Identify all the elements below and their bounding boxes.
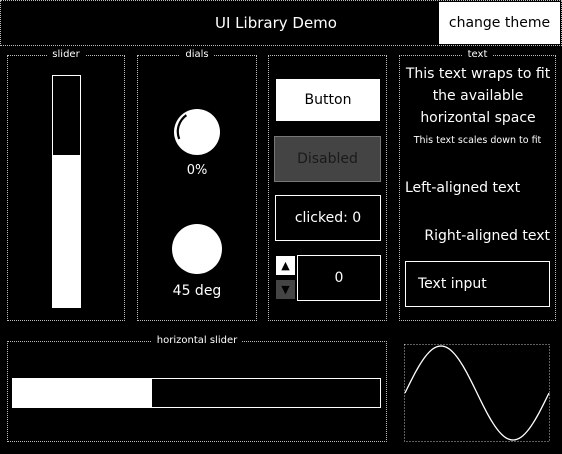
disabled-button: Disabled [274, 136, 381, 182]
text-group: text [399, 49, 556, 321]
dial-percent[interactable] [170, 105, 224, 159]
slider-group-label: slider [47, 49, 85, 60]
clicked-counter: clicked: 0 [275, 195, 381, 241]
dial-degrees[interactable] [170, 222, 224, 276]
stepper-value[interactable]: 0 [297, 255, 381, 301]
horizontal-slider-track[interactable] [12, 378, 381, 408]
right-aligned-text: Right-aligned text [424, 228, 550, 244]
text-input[interactable]: Text input [405, 261, 550, 307]
horizontal-slider-fill [13, 379, 153, 407]
dials-group: dials [137, 49, 257, 321]
buttons-group [268, 55, 387, 321]
sine-wave-plot [404, 344, 550, 442]
dial-percent-readout: 0% [186, 163, 208, 178]
dials-group-label: dials [180, 49, 214, 60]
text-input-value: Text input [418, 276, 487, 292]
app-title: UI Library Demo [215, 14, 337, 32]
slider-group: slider [7, 49, 125, 321]
stepper-down-button[interactable]: ▼ [276, 280, 295, 299]
horizontal-slider-group: horizontal slider [7, 335, 387, 442]
stepper-up-button[interactable]: ▲ [276, 256, 295, 275]
dial-degrees-readout: 45 deg [172, 283, 222, 299]
change-theme-button[interactable]: change theme [439, 2, 560, 44]
sine-wave-line [404, 345, 550, 441]
text-group-label: text [462, 49, 493, 60]
vertical-slider-track[interactable] [52, 75, 81, 308]
vertical-slider-fill [53, 154, 80, 307]
scaled-text: This text scales down to fit [413, 135, 542, 146]
horizontal-slider-group-label: horizontal slider [151, 335, 243, 346]
left-aligned-text: Left-aligned text [405, 180, 521, 196]
wrapping-text: This text wraps to fit the available hor… [405, 66, 551, 126]
button[interactable]: Button [276, 79, 380, 121]
